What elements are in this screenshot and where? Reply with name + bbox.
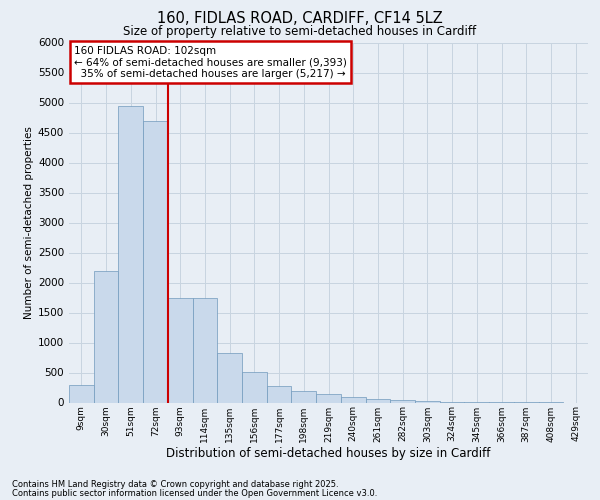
Bar (193, 298, 217, 403)
Bar (316, 394, 341, 402)
Bar (292, 391, 316, 402)
Text: Contains HM Land Registry data © Crown copyright and database right 2025.: Contains HM Land Registry data © Crown c… (12, 480, 338, 489)
Text: 160, FIDLAS ROAD, CARDIFF, CF14 5LZ: 160, FIDLAS ROAD, CARDIFF, CF14 5LZ (157, 11, 443, 26)
Text: Contains public sector information licensed under the Open Government Licence v3: Contains public sector information licen… (12, 489, 377, 498)
Bar (168, 298, 193, 403)
Bar (390, 400, 415, 402)
Y-axis label: Number of semi-detached properties: Number of semi-detached properties (24, 126, 34, 319)
Bar (415, 401, 440, 402)
Bar (341, 397, 365, 402)
X-axis label: Distribution of semi-detached houses by size in Cardiff: Distribution of semi-detached houses by … (166, 447, 491, 460)
Text: 160 FIDLAS ROAD: 102sqm
← 64% of semi-detached houses are smaller (9,393)
  35% : 160 FIDLAS ROAD: 102sqm ← 64% of semi-de… (74, 46, 347, 78)
Bar (143, 120, 168, 402)
Bar (69, 384, 94, 402)
Bar (267, 386, 292, 402)
Bar (94, 270, 118, 402)
Text: Size of property relative to semi-detached houses in Cardiff: Size of property relative to semi-detach… (124, 25, 476, 38)
Bar (365, 399, 390, 402)
Bar (217, 352, 242, 403)
Bar (118, 106, 143, 403)
Bar (242, 372, 267, 402)
